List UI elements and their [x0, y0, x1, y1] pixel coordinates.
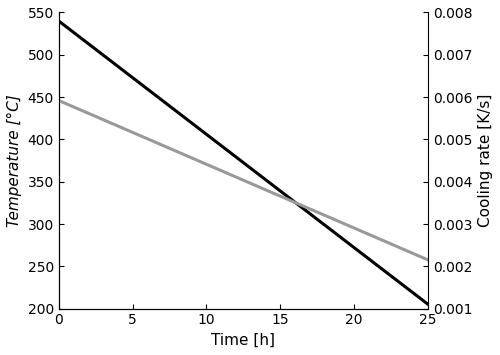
X-axis label: Time [h]: Time [h] — [212, 333, 276, 348]
Y-axis label: Cooling rate [K/s]: Cooling rate [K/s] — [478, 94, 493, 227]
Y-axis label: Temperature [°C]: Temperature [°C] — [7, 94, 22, 227]
